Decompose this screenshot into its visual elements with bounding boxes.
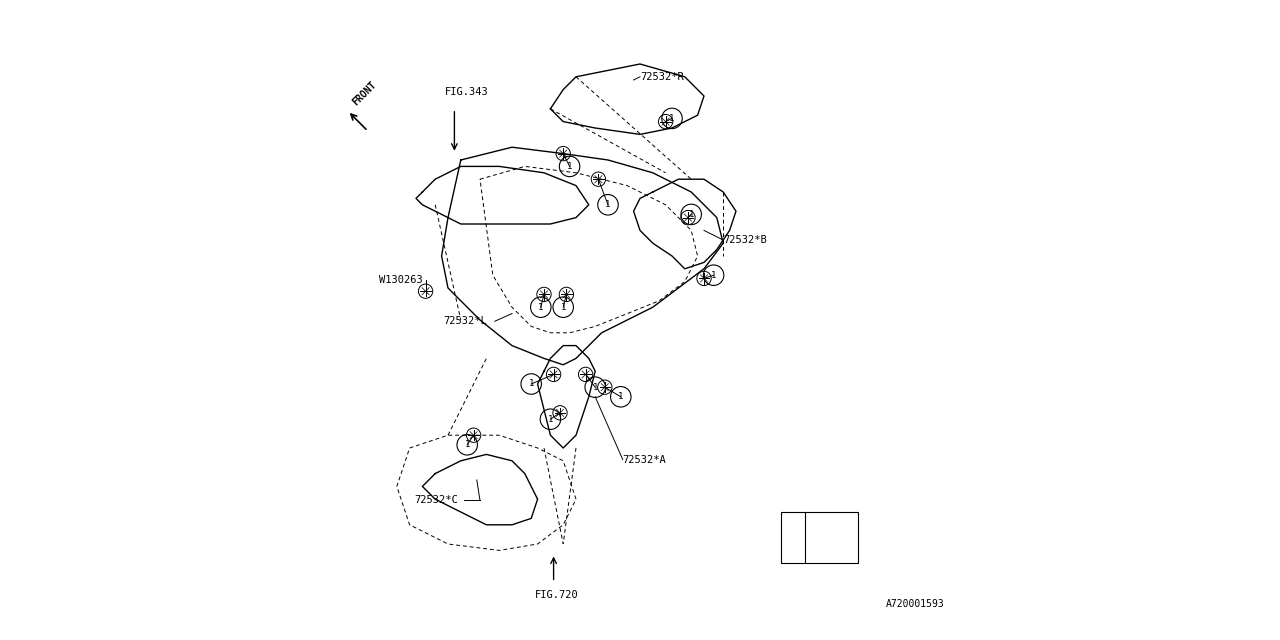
Text: 1: 1 bbox=[669, 114, 675, 123]
Text: 1: 1 bbox=[561, 303, 566, 312]
Text: 72532*B: 72532*B bbox=[723, 235, 767, 245]
Text: 1: 1 bbox=[791, 533, 796, 542]
Text: A720001593: A720001593 bbox=[886, 599, 945, 609]
FancyBboxPatch shape bbox=[781, 512, 858, 563]
Text: 1: 1 bbox=[548, 415, 553, 424]
Text: W140061: W140061 bbox=[810, 532, 854, 543]
Text: 1: 1 bbox=[710, 271, 717, 280]
Text: 1: 1 bbox=[538, 303, 544, 312]
Text: FIG.720: FIG.720 bbox=[535, 589, 579, 600]
Text: 1: 1 bbox=[567, 162, 572, 171]
Text: 1: 1 bbox=[689, 210, 694, 219]
Text: 1: 1 bbox=[465, 440, 470, 449]
Text: FRONT: FRONT bbox=[351, 80, 379, 108]
Text: FIG.343: FIG.343 bbox=[445, 87, 489, 97]
Text: 1: 1 bbox=[529, 380, 534, 388]
Text: W130263: W130263 bbox=[379, 275, 422, 285]
Text: 72532*R: 72532*R bbox=[640, 72, 684, 82]
Text: 1: 1 bbox=[618, 392, 623, 401]
Text: 1: 1 bbox=[593, 383, 598, 392]
Text: 72532*L: 72532*L bbox=[443, 316, 486, 326]
Text: 72532*C: 72532*C bbox=[415, 495, 458, 506]
Text: 1: 1 bbox=[605, 200, 611, 209]
Text: 72532*A: 72532*A bbox=[623, 454, 667, 465]
